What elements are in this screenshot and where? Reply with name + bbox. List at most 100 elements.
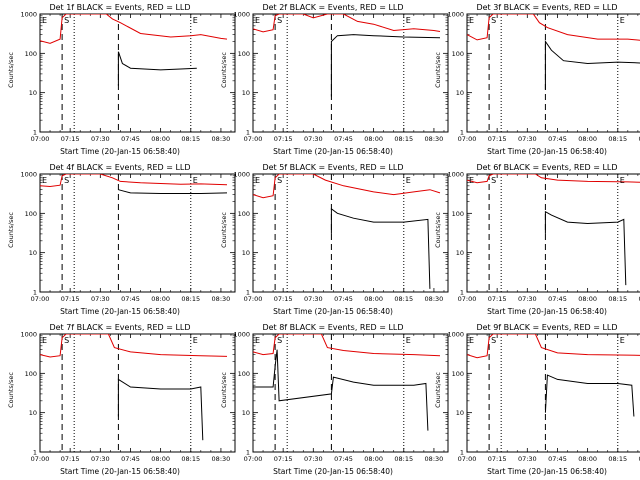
x-tick-label: 07:45 [548,135,567,143]
y-tick-label: 1 [246,129,250,137]
y-tick-label: 100 [25,50,37,58]
x-tick-label: 07:45 [121,295,140,303]
y-tick-label: 1 [460,129,464,137]
x-tick-label: 08:30 [425,455,444,463]
y-tick-label: 100 [452,210,464,218]
marker-annotation-label: E [406,336,411,345]
x-tick-label: 07:00 [458,295,477,303]
x-tick-label: 07:45 [548,455,567,463]
y-tick-label: 1000 [20,11,37,19]
series-line-lld [253,14,441,33]
x-tick-label: 08:15 [608,455,627,463]
x-axis-label: Start Time (20-Jan-15 06:58:40) [60,147,180,156]
panel-5: Det 5f BLACK = Events, RED = LLD Start T… [220,163,449,316]
plot-frame [39,173,236,293]
x-tick-label: 08:30 [212,455,231,463]
y-tick-label: 10 [29,249,37,257]
y-tick-label: 10 [456,249,464,257]
y-tick-label: 1000 [233,331,250,339]
x-axis-label: Start Time (20-Jan-15 06:58:40) [487,467,607,476]
x-tick-label: 07:45 [334,455,353,463]
plot-frame [466,13,640,133]
x-tick-label: 07:00 [244,295,263,303]
series-line-events [544,39,640,90]
series-line-lld [467,174,640,184]
x-tick-label: 07:15 [274,295,293,303]
marker-annotation-label: E [469,16,474,25]
y-tick-label: 100 [238,210,250,218]
x-tick-label: 07:15 [488,295,507,303]
plot-axes: 07:00 07:15 07:30 07:45 08:00 08:15 08:30 1 10 10… [447,331,640,463]
x-tick-label: 07:30 [304,455,323,463]
x-tick-label: 07:30 [304,295,323,303]
panel-4: Det 4f BLACK = Events, RED = LLD Start T… [7,163,236,316]
y-tick-label: 10 [456,409,464,417]
plot-area [253,174,441,292]
plot-area [40,174,228,292]
x-tick-label: 08:30 [639,135,640,143]
series-line-lld [253,174,441,199]
x-tick-label: 08:15 [181,135,200,143]
marker-annotation-label: E [193,176,198,185]
series-line-events [330,34,441,97]
marker-annotation-label: E [42,16,47,25]
y-tick-label: 10 [456,89,464,97]
y-tick-label: 1000 [447,331,464,339]
x-tick-label: 07:00 [244,135,263,143]
x-tick-label: 07:30 [91,295,110,303]
panel-3: Det 3f BLACK = Events, RED = LLD Start T… [434,3,640,156]
marker-annotation-label: E [42,176,47,185]
y-axis-label: Counts/sec [220,212,228,248]
x-tick-label: 08:30 [212,295,231,303]
x-tick-label: 08:15 [394,295,413,303]
panel-9: Det 9f BLACK = Events, RED = LLD Start T… [434,323,640,476]
marker-annotation-label: S [491,336,496,345]
series-line-events [118,189,228,194]
panel-title: Det 2f BLACK = Events, RED = LLD [262,3,403,12]
panel-7: Det 7f BLACK = Events, RED = LLD Start T… [7,323,236,476]
x-tick-label: 07:00 [31,455,50,463]
plot-area [253,14,441,132]
panel-title: Det 3f BLACK = Events, RED = LLD [476,3,617,12]
x-axis-label: Start Time (20-Jan-15 06:58:40) [273,467,393,476]
y-tick-label: 1000 [233,11,250,19]
marker-annotation-label: E [620,176,625,185]
series-line-events [330,207,431,289]
y-tick-label: 1 [246,449,250,457]
series-line-lld [467,14,640,41]
x-tick-label: 08:15 [394,455,413,463]
x-tick-label: 07:30 [518,455,537,463]
x-axis-label: Start Time (20-Jan-15 06:58:40) [60,307,180,316]
plot-area [40,334,228,452]
x-tick-label: 07:30 [304,135,323,143]
marker-annotation-label: S [491,16,496,25]
y-tick-label: 1000 [447,11,464,19]
marker-annotation-label: S [64,336,69,345]
x-tick-label: 07:00 [31,295,50,303]
x-tick-label: 07:15 [61,455,80,463]
marker-annotation-label: E [193,16,198,25]
panel-title: Det 7f BLACK = Events, RED = LLD [49,323,190,332]
x-tick-label: 08:00 [578,455,597,463]
plot-axes: 07:00 07:15 07:30 07:45 08:00 08:15 08:30 1 10 10… [20,331,236,463]
y-tick-label: 1000 [20,171,37,179]
plot-axes: 07:00 07:15 07:30 07:45 08:00 08:15 08:30 1 10 10… [20,171,236,303]
x-tick-label: 07:45 [548,295,567,303]
y-tick-label: 10 [242,249,250,257]
x-tick-label: 08:30 [425,135,444,143]
panel-6: Det 6f BLACK = Events, RED = LLD Start T… [434,163,640,316]
y-tick-label: 1 [33,289,37,297]
y-tick-label: 1000 [233,171,250,179]
x-axis-label: Start Time (20-Jan-15 06:58:40) [487,307,607,316]
plot-axes: 07:00 07:15 07:30 07:45 08:00 08:15 08:30 1 10 10… [233,331,449,463]
series-line-lld [40,14,228,44]
marker-annotation-label: S [64,176,69,185]
x-tick-label: 07:45 [121,455,140,463]
y-tick-label: 1 [246,289,250,297]
panel-title: Det 8f BLACK = Events, RED = LLD [262,323,403,332]
x-tick-label: 08:15 [181,295,200,303]
x-tick-label: 08:30 [639,455,640,463]
x-tick-label: 07:30 [91,135,110,143]
marker-annotation-label: E [406,176,411,185]
